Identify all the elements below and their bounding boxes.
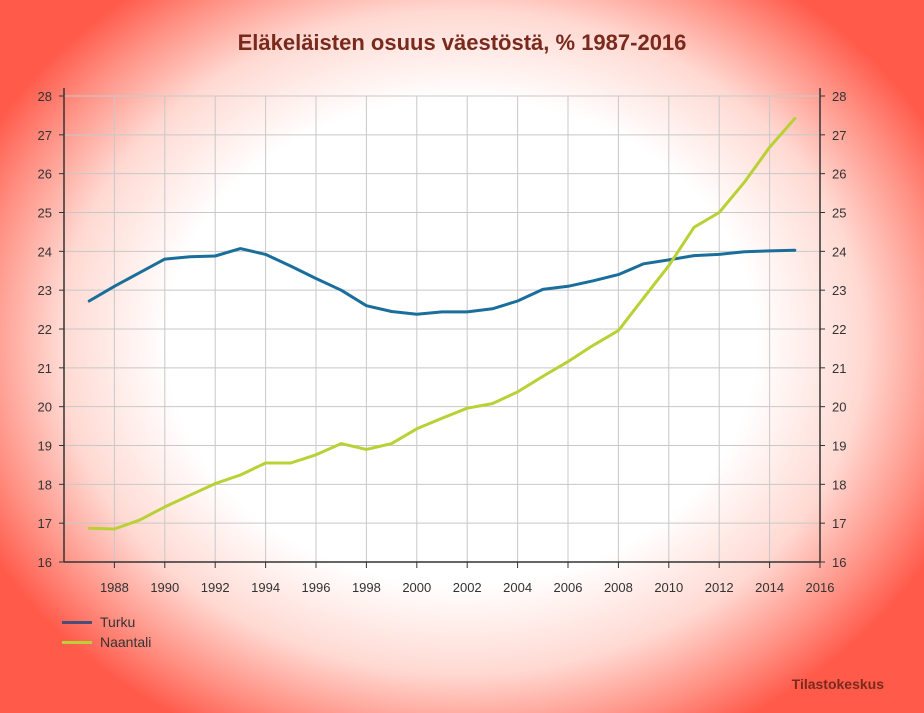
y-tick-label-left: 20	[38, 400, 52, 415]
y-tick-label-left: 23	[38, 283, 52, 298]
y-tick-label-left: 27	[38, 128, 52, 143]
x-tick-label: 1992	[201, 580, 230, 595]
x-tick-label: 2000	[402, 580, 431, 595]
x-tick-label: 1990	[150, 580, 179, 595]
chart-title: Eläkeläisten osuus väestöstä, % 1987-201…	[237, 30, 687, 55]
y-tick-label-left: 19	[38, 439, 52, 454]
y-tick-label-left: 17	[38, 516, 52, 531]
series-line-turku	[87, 247, 797, 316]
y-tick-label-left: 21	[38, 361, 52, 376]
y-tick-label-left: 24	[38, 244, 52, 259]
y-tick-label-right: 19	[832, 439, 846, 454]
y-tick-label-right: 25	[832, 206, 846, 221]
y-tick-label-left: 22	[38, 322, 52, 337]
series-lines	[87, 117, 797, 531]
y-tick-label-left: 18	[38, 477, 52, 492]
y-tick-label-left: 26	[38, 167, 52, 182]
axes	[59, 88, 825, 568]
x-tick-label: 2008	[604, 580, 633, 595]
x-tick-label: 1994	[251, 580, 280, 595]
legend-swatch-turku	[62, 620, 92, 624]
y-tick-label-right: 18	[832, 477, 846, 492]
y-tick-label-right: 26	[832, 167, 846, 182]
x-tick-label: 2010	[654, 580, 683, 595]
legend-swatch-naantali	[62, 640, 92, 644]
grid-lines	[64, 95, 821, 563]
tick-labels: 16 16 17 17 18 18 19 19 20 20 21 21 22 22 23 23 24 24 25 25…	[38, 89, 847, 595]
y-tick-label-right: 16	[832, 555, 846, 570]
legend-label-turku: Turku	[100, 614, 136, 630]
series-line-naantali	[87, 117, 797, 531]
x-tick-label: 2006	[554, 580, 583, 595]
legend-item-turku: Turku	[62, 612, 151, 632]
x-tick-label: 2004	[503, 580, 532, 595]
y-tick-label-right: 23	[832, 283, 846, 298]
y-tick-label-right: 20	[832, 400, 846, 415]
legend-label-naantali: Naantali	[100, 634, 152, 650]
y-tick-label-right: 21	[832, 361, 846, 376]
y-tick-label-left: 25	[38, 206, 52, 221]
y-tick-label-right: 24	[832, 244, 846, 259]
source-label: Tilastokeskus	[791, 676, 884, 692]
x-tick-label: 2012	[705, 580, 734, 595]
x-tick-label: 2016	[806, 580, 835, 595]
x-tick-label: 1988	[100, 580, 129, 595]
y-tick-label-left: 16	[38, 555, 52, 570]
x-tick-label: 1998	[352, 580, 381, 595]
y-tick-label-left: 28	[38, 89, 52, 104]
y-tick-label-right: 22	[832, 322, 846, 337]
x-tick-label: 1996	[302, 580, 331, 595]
x-tick-label: 2014	[755, 580, 784, 595]
legend: Turku Naantali	[62, 612, 151, 652]
y-tick-label-right: 17	[832, 516, 846, 531]
y-tick-label-right: 28	[832, 89, 846, 104]
legend-item-naantali: Naantali	[62, 632, 151, 652]
y-tick-label-right: 27	[832, 128, 846, 143]
x-tick-label: 2002	[453, 580, 482, 595]
